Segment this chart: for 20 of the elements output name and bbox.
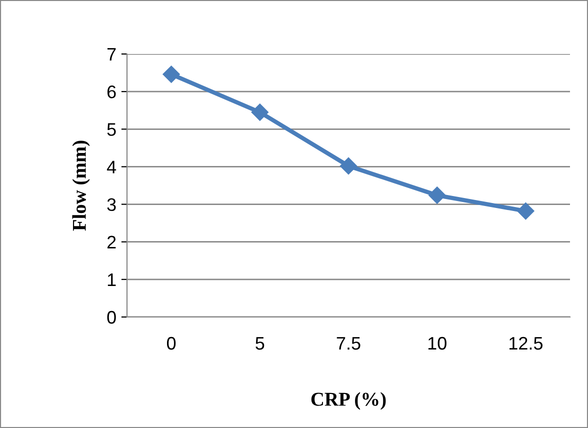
x-tick-label: 12.5 [510,336,543,350]
y-tick-label: 5 [107,123,116,136]
y-tick-label: 4 [106,160,116,174]
point [517,202,534,220]
x-tick-label: 0 [166,336,176,350]
point [251,104,268,121]
point [340,157,358,175]
y-axis-title: Flow (mm) [72,140,90,231]
x-tick-label: 10 [428,336,446,350]
y-tick-label: 1 [108,274,116,286]
y-tick-label: 3 [107,198,116,212]
y-tick-label: 0 [107,310,116,324]
y-tick-label: 6 [107,86,116,98]
x-tick-label: 5 [256,337,264,350]
point [162,66,180,83]
point [428,186,446,204]
x-tick-label: 7.5 [336,337,360,350]
y-tick-label: 2 [107,236,116,248]
y-tick-label: 7 [107,48,116,61]
x-axis-title: CRP (%) [311,392,386,410]
